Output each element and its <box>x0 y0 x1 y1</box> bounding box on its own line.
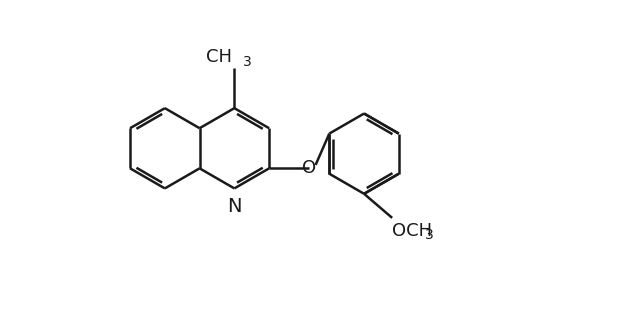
Text: CH: CH <box>206 47 232 66</box>
Text: 3: 3 <box>243 55 252 69</box>
Text: N: N <box>227 197 242 216</box>
Text: 3: 3 <box>426 228 434 242</box>
Text: OCH: OCH <box>392 222 432 240</box>
Text: O: O <box>302 159 316 177</box>
